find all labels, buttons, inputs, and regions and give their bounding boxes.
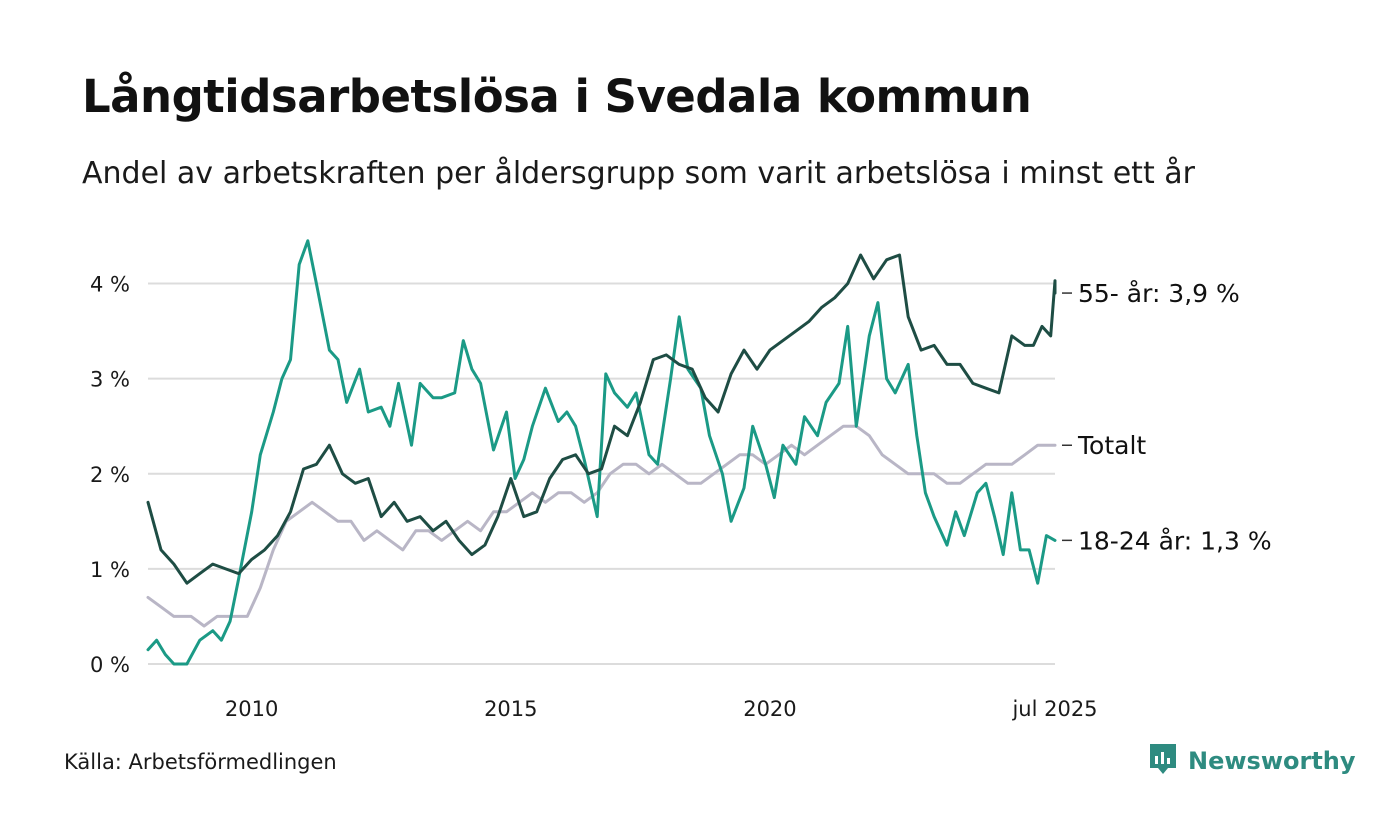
x-tick-label: 2010 [225, 697, 278, 721]
x-tick-label: 2015 [484, 697, 537, 721]
x-tick-label: jul 2025 [1011, 697, 1097, 721]
series-end-label: Totalt [1077, 431, 1146, 460]
series-end-label: 55- år: 3,9 % [1078, 279, 1240, 308]
chart-subtitle: Andel av arbetskraften per åldersgrupp s… [82, 156, 1195, 191]
brand-name: Newsworthy [1188, 747, 1356, 775]
series-line [146, 239, 1057, 666]
x-tick-label: 2020 [743, 697, 796, 721]
series-line [146, 424, 1057, 628]
y-tick-label: 0 % [90, 653, 130, 677]
brand-logo[interactable]: Newsworthy [1148, 742, 1356, 780]
series-end-label: 18-24 år: 1,3 % [1078, 526, 1272, 555]
source-note: Källa: Arbetsförmedlingen [64, 750, 337, 774]
y-tick-label: 4 % [90, 273, 130, 297]
y-tick-label: 1 % [90, 558, 130, 582]
newsworthy-logo-icon [1148, 742, 1178, 780]
series-line [146, 253, 1057, 585]
y-tick-label: 3 % [90, 368, 130, 392]
chart-title: Långtidsarbetslösa i Svedala kommun [82, 70, 1032, 123]
y-tick-label: 2 % [90, 463, 130, 487]
